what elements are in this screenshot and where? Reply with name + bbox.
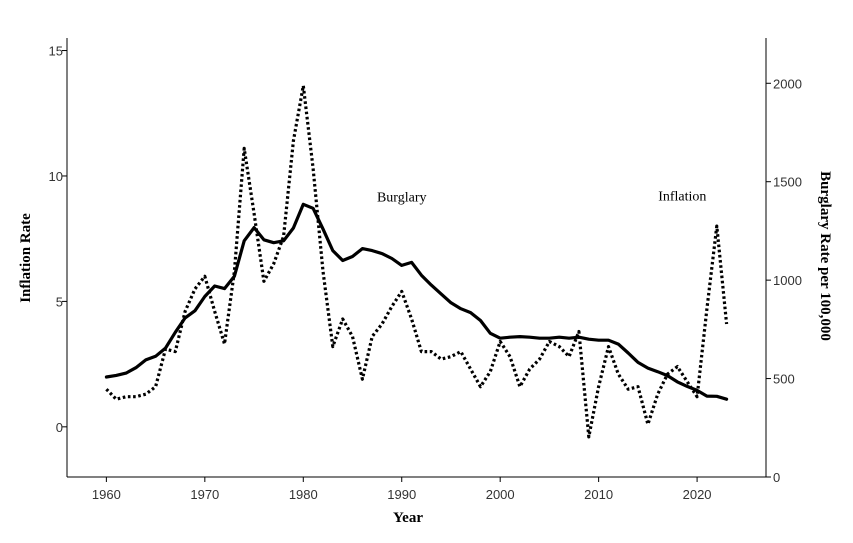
y-right-tick-label: 1500 [773,175,802,190]
x-tick-label: 2010 [584,487,613,502]
x-tick-label: 1980 [289,487,318,502]
axes [66,38,767,478]
y-left-tick-label: 10 [49,169,63,184]
annotation-inflation: Inflation [658,189,706,204]
x-tick-label: 1970 [190,487,219,502]
y-left-tick-label: 15 [49,44,63,59]
y-left-tick-label: 5 [56,294,63,309]
x-tick-label: 2000 [486,487,515,502]
y-axis-title-right: Burglary Rate per 100,000 [817,171,833,341]
y-ticks-left: 0 5 10 15 [49,44,67,435]
x-tick-label: 2020 [683,487,712,502]
y-right-tick-label: 2000 [773,76,802,91]
x-ticks: 1960 1970 1980 1990 2000 2010 2020 [92,477,712,502]
x-axis-title: Year [393,510,423,526]
series-layer [104,84,729,439]
y-right-tick-label: 1000 [773,273,802,288]
annotation-burglary: Burglary [377,191,427,206]
y-left-tick-label: 0 [56,420,63,435]
y-ticks-right: 0 500 1000 1500 2000 [766,76,802,485]
x-tick-label: 1960 [92,487,121,502]
y-axis-title-left: Inflation Rate [18,213,34,303]
y-right-tick-label: 500 [773,372,795,387]
series-line-burglary [104,202,729,401]
series-line-inflation [105,84,729,439]
x-tick-label: 1990 [387,487,416,502]
annotations: Burglary Inflation [377,189,706,205]
y-right-tick-label: 0 [773,470,780,485]
